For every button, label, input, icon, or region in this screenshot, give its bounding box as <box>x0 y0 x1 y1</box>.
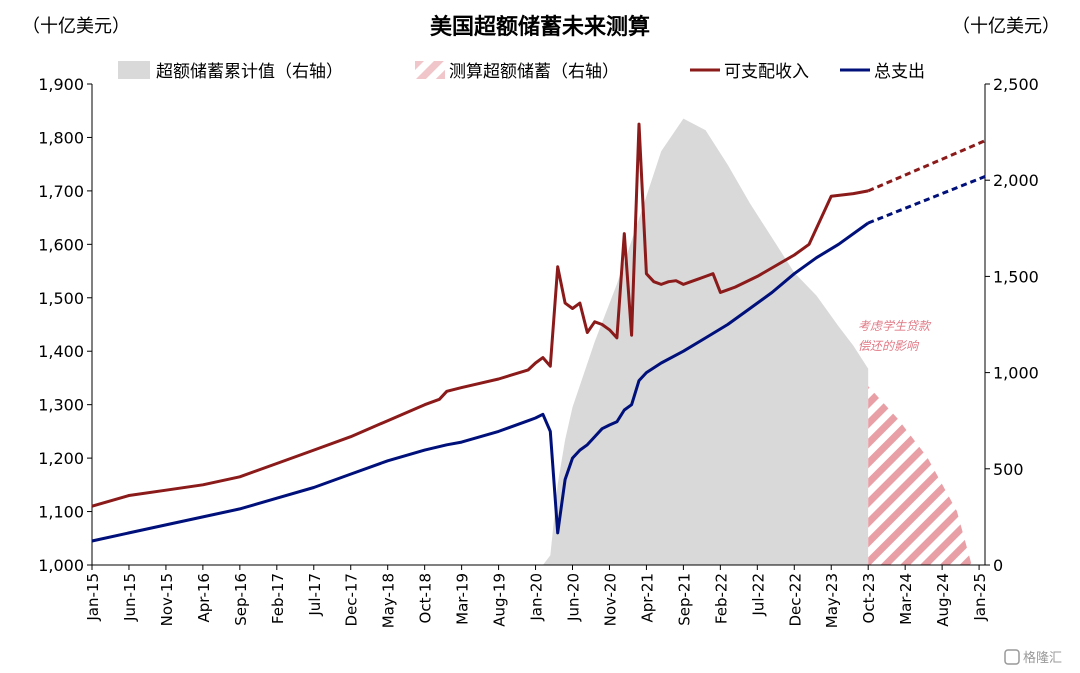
watermark-logo-icon <box>1004 649 1020 665</box>
x-tick-label: Sep-21 <box>675 573 693 626</box>
x-tick-label: Aug-24 <box>934 573 952 627</box>
x-tick-label: May-23 <box>823 573 841 628</box>
watermark-text: 格隆汇 <box>1023 650 1062 666</box>
legend-label-income: 可支配收入 <box>724 62 809 82</box>
right-tick-label: 0 <box>993 556 1003 575</box>
x-tick-label: Oct-23 <box>860 573 878 623</box>
excess-savings-area <box>542 118 869 565</box>
x-tick-label: Mar-19 <box>454 573 472 625</box>
income-line <box>91 122 869 508</box>
x-tick-label: Mar-24 <box>897 573 915 625</box>
x-tick-label: Sep-16 <box>232 573 250 626</box>
x-tick-label: Jul-22 <box>749 573 767 617</box>
x-tick-label: Jan-15 <box>84 573 102 622</box>
x-tick-label: Apr-16 <box>195 573 213 623</box>
right-axis-unit: （十亿美元） <box>952 16 1060 37</box>
legend-swatch-area <box>118 61 150 79</box>
x-tick-label: Nov-15 <box>158 573 176 626</box>
legend-label-spending: 总支出 <box>874 62 925 82</box>
legend: 超额储蓄累计值（右轴） 测算超额储蓄（右轴） 可支配收入 总支出 <box>118 61 925 82</box>
x-tick-label: Jun-15 <box>121 573 139 622</box>
left-tick-label: 1,700 <box>38 182 84 201</box>
legend-swatch-hatch <box>415 61 445 79</box>
x-tick-label: Feb-22 <box>712 573 730 624</box>
right-tick-label: 500 <box>993 460 1024 479</box>
left-tick-label: 1,400 <box>38 342 84 361</box>
left-tick-label: 1,500 <box>38 289 84 308</box>
x-tick-label: Dec-22 <box>786 573 804 627</box>
left-tick-label: 1,900 <box>38 75 84 94</box>
x-tick-label: Dec-17 <box>343 573 361 627</box>
annotation-line-1: 考虑学生贷款 <box>858 319 932 333</box>
right-tick-label: 2,500 <box>993 75 1039 94</box>
left-tick-label: 1,000 <box>38 556 84 575</box>
left-tick-label: 1,100 <box>38 503 84 522</box>
left-tick-label: 1,600 <box>38 235 84 254</box>
legend-label-hatch: 测算超额储蓄（右轴） <box>449 62 619 82</box>
right-tick-label: 1,500 <box>993 267 1039 286</box>
x-tick-label: Jan-20 <box>528 573 546 622</box>
legend-label-area: 超额储蓄累计值（右轴） <box>156 62 343 82</box>
left-tick-label: 1,800 <box>38 128 84 147</box>
left-axis-unit: （十亿美元） <box>22 16 130 37</box>
x-tick-label: Feb-17 <box>269 573 287 624</box>
x-tick-label: Jul-17 <box>306 573 324 617</box>
income-projection-line <box>867 138 988 193</box>
plot-area: 1,000 1,100 1,200 1,300 1,400 1,500 1,600 1,700… <box>38 75 1039 628</box>
chart-title: 美国超额储蓄未来测算 <box>430 14 650 40</box>
x-tick-label: Aug-19 <box>491 573 509 627</box>
x-tick-label: Nov-20 <box>601 573 619 626</box>
spending-line <box>91 221 870 543</box>
left-tick-label: 1,300 <box>38 396 84 415</box>
left-tick-label: 1,200 <box>38 449 84 468</box>
x-tick-label: Oct-18 <box>417 573 435 623</box>
projected-savings-hatch <box>868 386 972 565</box>
right-tick-label: 1,000 <box>993 364 1039 383</box>
x-tick-label: May-18 <box>380 573 398 628</box>
x-tick-label: Apr-21 <box>638 573 656 623</box>
x-tick-label: Jan-25 <box>971 573 989 622</box>
right-tick-label: 2,000 <box>993 171 1039 190</box>
annotation-line-2: 偿还的影响 <box>858 339 920 353</box>
x-tick-label: Jun-20 <box>565 573 583 622</box>
watermark: 格隆汇 <box>1004 649 1062 666</box>
spending-projection-line <box>867 174 988 225</box>
